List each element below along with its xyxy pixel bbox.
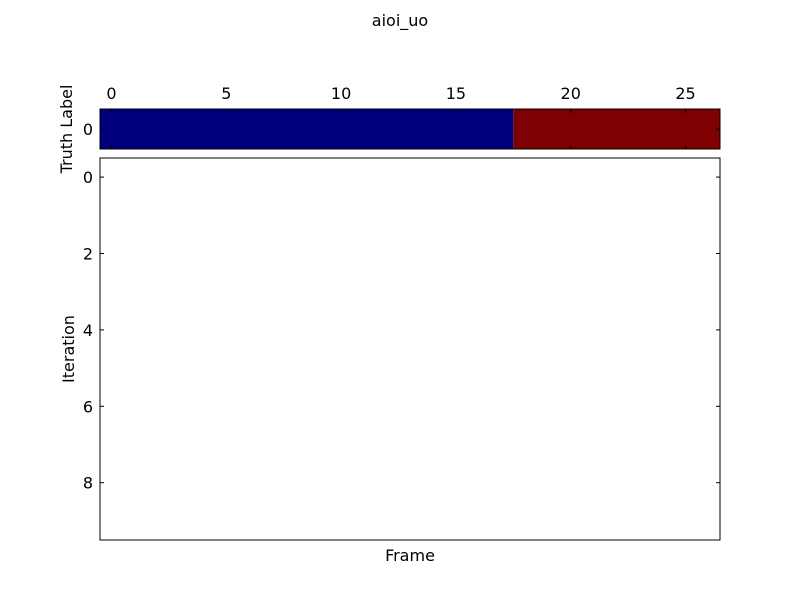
truth-label-x-ticks: 0 5 10 15 20 25 <box>106 84 696 149</box>
iteration-frame <box>99 157 721 541</box>
truth-label-panel: 0 5 10 15 20 25 0 Truth Label <box>57 84 721 175</box>
truth-label-x-tick-label: 0 <box>106 84 116 103</box>
iteration-y-ticks: 0 2 4 6 8 <box>83 168 720 493</box>
frame-xlabel: Frame <box>385 546 435 565</box>
iteration-y-tick-label: 6 <box>83 397 93 416</box>
truth-label-ylabel: Truth Label <box>57 85 76 175</box>
truth-label-cell-0 <box>100 109 514 149</box>
iteration-ylabel: Iteration <box>59 315 78 383</box>
iteration-y-tick-label: 0 <box>83 168 93 187</box>
iteration-y-tick-label: 2 <box>83 245 93 264</box>
truth-label-cell-1 <box>513 109 720 149</box>
iteration-panel: 0 2 4 6 8 Iteration Frame <box>59 157 721 565</box>
truth-label-cells <box>100 109 720 149</box>
truth-label-x-tick-label: 5 <box>221 84 231 103</box>
truth-label-x-tick-label: 20 <box>561 84 581 103</box>
iteration-y-tick-label: 8 <box>83 474 93 493</box>
truth-label-y-tick-label: 0 <box>83 120 93 139</box>
truth-label-y-ticks: 0 <box>83 120 720 139</box>
truth-label-x-tick-label: 15 <box>446 84 466 103</box>
iteration-y-tick-label: 4 <box>83 321 93 340</box>
chart-title: aioi_uo <box>372 11 428 31</box>
truth-label-x-tick-label: 25 <box>675 84 695 103</box>
truth-label-x-tick-label: 10 <box>331 84 351 103</box>
